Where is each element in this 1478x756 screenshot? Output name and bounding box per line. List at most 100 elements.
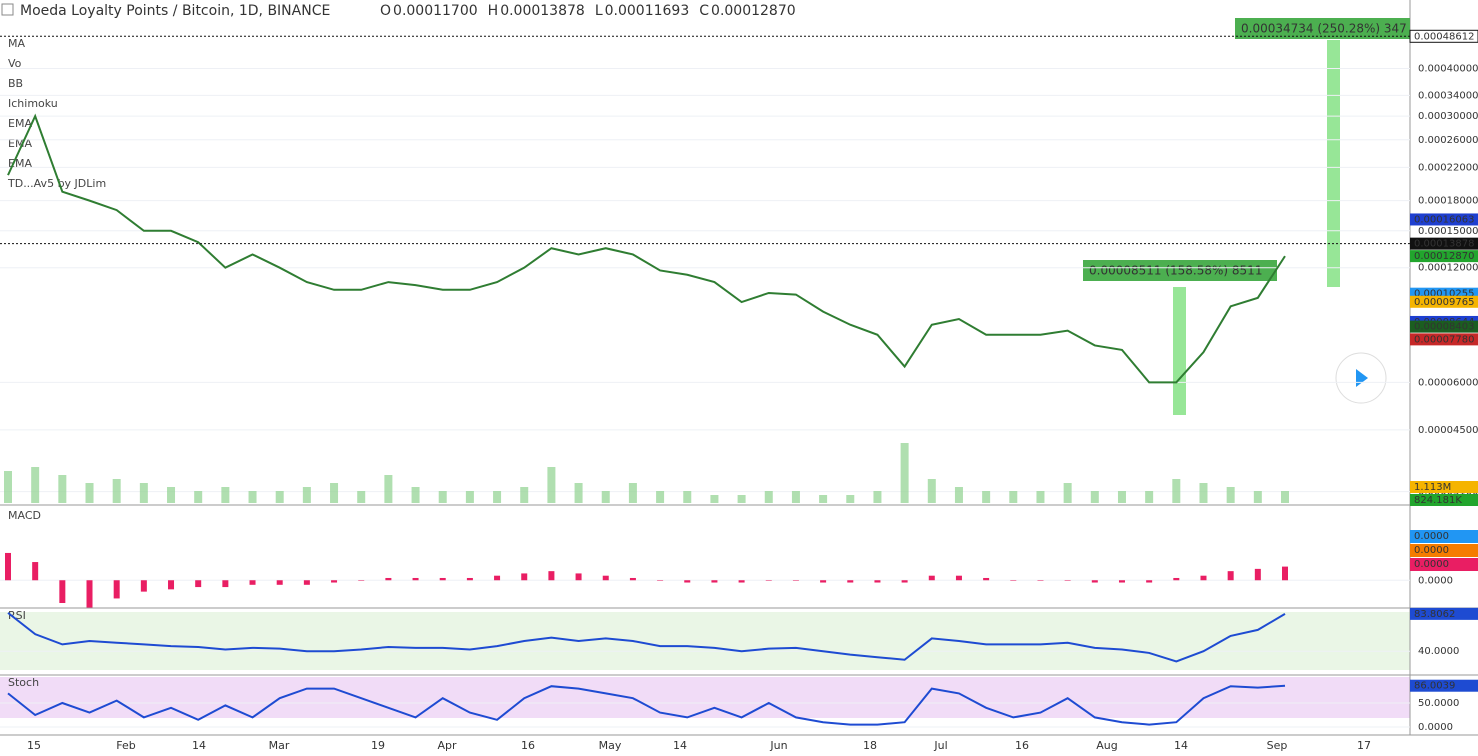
volume-bar [1090, 491, 1099, 503]
y-tick-label: 0.00040000 [1418, 64, 1478, 75]
indicator-label: BB [8, 77, 23, 90]
price-badge [1410, 237, 1478, 250]
volume-bar [1281, 491, 1289, 503]
indicator-label: Vo [8, 57, 22, 70]
macd-histogram-bar [331, 580, 338, 583]
rsi-band [0, 612, 1410, 670]
volume-bar [167, 487, 176, 503]
y-tick-label: 0.00022000 [1418, 162, 1478, 173]
y-tick-label: 50.0000 [1418, 698, 1459, 709]
volume-bar [764, 491, 773, 503]
indicator-label: TD...Av5 by JDLim [7, 177, 106, 190]
volume-bar [1172, 479, 1181, 503]
macd-histogram-bar [765, 580, 772, 581]
volume-bar [656, 491, 665, 503]
price-badge [1410, 250, 1478, 263]
macd-histogram-bar [1173, 577, 1180, 581]
volume-bar [520, 487, 529, 503]
macd-histogram-bar [602, 575, 609, 581]
ohlc-key: O [380, 3, 391, 19]
volume-badge-label: 1.113M [1414, 482, 1451, 493]
ohlc-value: 0.00012870 [711, 3, 796, 19]
macd-histogram-bar [59, 580, 66, 603]
measure-box [1235, 18, 1410, 39]
series-line [7, 113, 1286, 384]
macd-histogram-bar [738, 580, 745, 583]
time-label: Apr [437, 739, 457, 752]
macd-histogram-bar [1200, 575, 1207, 581]
time-label: Jul [933, 739, 947, 752]
macd-histogram-bar [385, 577, 392, 581]
volume-bar [791, 491, 800, 503]
volume-bar [221, 487, 230, 503]
volume-bar [85, 483, 94, 503]
chart-title: Moeda Loyalty Points / Bitcoin, 1D, BINA… [20, 3, 330, 19]
volume-bar [601, 491, 610, 503]
pane-title: Stoch [8, 676, 39, 689]
macd-histogram-bar [629, 577, 636, 581]
volume-bar [710, 495, 719, 503]
ohlc-value: 0.00013878 [500, 3, 585, 19]
macd-histogram-bar [1282, 566, 1288, 581]
volume-bar [628, 483, 637, 503]
indicator-label: MA [8, 37, 25, 50]
volume-bar [275, 491, 284, 503]
series-line [7, 612, 1286, 663]
time-label: 14 [673, 739, 687, 752]
macd-histogram-bar [548, 571, 555, 581]
macd-histogram-bar [575, 573, 582, 581]
volume-bar [1199, 483, 1208, 503]
macd-histogram-bar [657, 580, 664, 581]
volume-bar [982, 491, 991, 503]
volume-bar [139, 483, 148, 503]
price-badge-label: 0.00013878 [1414, 239, 1474, 250]
y-tick-label: 0.0000 [1418, 575, 1453, 586]
price-badge [1410, 333, 1478, 346]
volume-bar [547, 467, 556, 503]
volume-bar [384, 475, 393, 503]
measure-label: 0.00034734 (250.28%) 347 [1241, 22, 1407, 36]
time-label: Aug [1096, 739, 1117, 752]
volume-bar [846, 495, 855, 503]
volume-bar [112, 479, 121, 503]
ohlc-key: L [595, 3, 603, 19]
macd-histogram-bar [901, 580, 908, 583]
macd-histogram-bar [711, 580, 718, 583]
price-badge [1410, 679, 1478, 692]
volume-bar [465, 491, 474, 503]
macd-histogram-bar [1146, 580, 1153, 583]
time-label: Jun [769, 739, 787, 752]
macd-histogram-bar [412, 577, 419, 581]
macd-histogram-bar [86, 580, 93, 608]
volume-bar [4, 471, 12, 503]
time-label: 16 [1015, 739, 1029, 752]
macd-histogram-bar [140, 580, 147, 592]
ohlc-value: 0.00011700 [393, 3, 478, 19]
volume-bar [248, 491, 257, 503]
price-badge [1410, 320, 1478, 333]
volume-badge-label: 824.181K [1414, 495, 1462, 506]
macd-histogram-bar [847, 580, 854, 583]
macd-histogram-bar [222, 580, 229, 588]
volume-bar [1226, 487, 1235, 503]
y-tick-label: 0.00018000 [1418, 196, 1478, 207]
y-tick-label: 40.0000 [1418, 646, 1459, 657]
volume-badge [1410, 481, 1478, 493]
macd-histogram-bar [792, 580, 799, 581]
indicator-label: Ichimoku [8, 97, 58, 110]
measure-box [1083, 260, 1277, 281]
volume-bar [873, 491, 882, 503]
time-label: Sep [1267, 739, 1288, 752]
y-tick-label: 0.0000 [1418, 722, 1453, 733]
macd-histogram-bar [249, 580, 256, 585]
macd-histogram-bar [276, 580, 283, 585]
macd-histogram-bar [195, 580, 202, 588]
y-tick-label: 0.00030000 [1418, 111, 1478, 122]
macd-histogram-bar [113, 580, 120, 599]
macd-badge-label: 0.0000 [1414, 559, 1449, 570]
volume-bar [737, 495, 746, 503]
volume-bar [954, 487, 963, 503]
price-badge-label: 0.00012870 [1414, 251, 1474, 262]
volume-bar [900, 443, 909, 503]
macd-histogram-bar [928, 575, 935, 581]
